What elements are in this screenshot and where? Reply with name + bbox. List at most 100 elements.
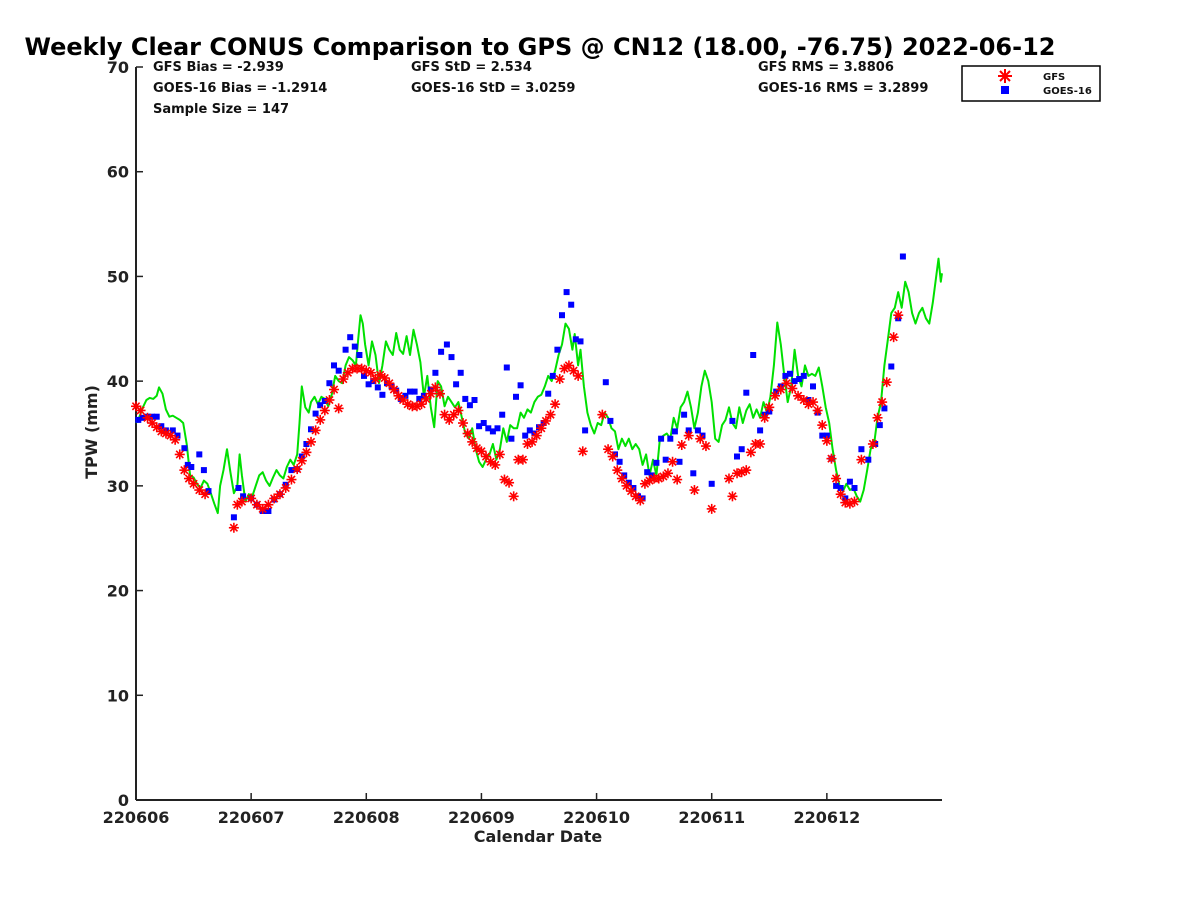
goes16-point	[858, 446, 865, 453]
goes16-point	[462, 395, 469, 402]
gfs-point	[430, 382, 441, 393]
goes16-point	[694, 427, 701, 434]
x-tick-label: 220610	[563, 808, 630, 827]
goes16-point	[526, 427, 533, 434]
gfs-point	[672, 474, 683, 485]
goes16-point	[196, 451, 203, 458]
gfs-point	[808, 397, 819, 408]
goes16-point	[240, 493, 247, 500]
gfs-point	[434, 388, 445, 399]
gfs-point	[888, 332, 899, 343]
goes-rms-text: GOES-16 RMS = 3.2899	[758, 81, 928, 96]
gfs-point	[194, 485, 205, 496]
goes16-point	[135, 416, 142, 423]
gfs-point	[812, 405, 823, 416]
gfs-point	[745, 447, 756, 458]
goes16-point	[522, 432, 529, 439]
goes16-point	[738, 446, 745, 453]
gfs-point	[183, 473, 194, 484]
gfs-point	[269, 493, 280, 504]
gfs-point	[200, 489, 211, 500]
goes16-point	[317, 402, 324, 409]
y-tick-label: 0	[118, 791, 129, 810]
goes16-point	[480, 420, 487, 426]
gfs-point	[877, 397, 888, 408]
goes16-point	[899, 253, 906, 260]
y-tick-label: 10	[107, 686, 129, 705]
legend-gfs-label: GFS	[1043, 72, 1065, 83]
goes16-point	[402, 392, 409, 399]
gfs-point	[835, 489, 846, 500]
goes16-point	[308, 426, 314, 433]
goes16-point	[321, 398, 328, 404]
gfs-point	[603, 444, 614, 455]
goes16-point	[169, 427, 176, 434]
gfs-point	[236, 496, 247, 507]
goes16-point	[773, 388, 780, 395]
gfs-point	[494, 449, 505, 460]
gfs-point	[257, 503, 268, 514]
goes16-point	[582, 427, 589, 434]
gfs-point	[292, 464, 303, 475]
goes-std-text: GOES-16 StD = 3.0259	[411, 81, 575, 96]
goes16-point	[508, 435, 515, 442]
x-tick-label: 220607	[218, 808, 285, 827]
gfs-point	[263, 499, 274, 510]
gfs-point	[775, 384, 786, 395]
goes16-point	[181, 445, 188, 452]
gfs-point	[274, 489, 285, 500]
gfs-point	[540, 415, 551, 426]
gfs-point	[817, 420, 828, 431]
gfs-point	[517, 454, 528, 465]
goes16-point	[658, 435, 665, 442]
goes16-point	[158, 423, 165, 430]
goes16-point	[356, 352, 363, 358]
goes16-point	[174, 432, 181, 439]
goes16-point	[671, 428, 678, 435]
goes16-point	[662, 456, 669, 463]
gfs-point	[531, 430, 542, 441]
gfs-point	[759, 412, 770, 423]
gfs-point	[315, 414, 326, 425]
x-tick-label: 220609	[448, 808, 515, 827]
goes16-point	[351, 343, 358, 350]
gfs-point	[338, 374, 349, 385]
gfs-point	[458, 418, 469, 429]
gfs-point	[741, 465, 752, 476]
gfs-point	[490, 459, 501, 470]
gfs-point	[893, 310, 904, 321]
gfs-point	[384, 378, 395, 389]
chart-title: Weekly Clear CONUS Comparison to GPS @ C…	[25, 33, 1056, 61]
gfs-rms-text: GFS RMS = 3.8806	[758, 60, 894, 75]
gfs-point	[695, 433, 706, 444]
gfs-point	[545, 409, 556, 420]
gfs-point	[508, 491, 519, 502]
gfs-point	[170, 434, 181, 445]
goes16-point	[833, 482, 840, 489]
goes16-point	[876, 422, 883, 429]
goes16-point	[568, 301, 575, 308]
x-axis-label: Calendar Date	[474, 827, 603, 846]
goes16-point	[653, 459, 660, 466]
goes16-point	[153, 413, 160, 420]
goes16-point	[690, 470, 697, 477]
gfs-point	[764, 402, 775, 413]
goes16-point	[432, 369, 439, 376]
gfs-point	[356, 363, 367, 374]
gfs-point	[388, 384, 399, 395]
axes: 0 10 20 30 40 50 60 70 220606 220607 220608 220609 2…	[103, 58, 942, 827]
gfs-point	[700, 441, 711, 452]
goes16-point	[782, 372, 789, 379]
goes16-point	[288, 467, 295, 474]
goes16-point	[602, 379, 609, 386]
gfs-point	[439, 409, 450, 420]
y-tick-label: 20	[107, 582, 129, 601]
gfs-point	[573, 370, 584, 381]
goes16-point	[549, 372, 556, 379]
goes16-point	[729, 417, 736, 424]
gfs-point	[333, 403, 344, 414]
legend-goes-marker	[1001, 86, 1009, 94]
goes16-point	[457, 369, 464, 376]
goes16-point	[466, 402, 473, 409]
y-tick-label: 70	[107, 58, 129, 77]
